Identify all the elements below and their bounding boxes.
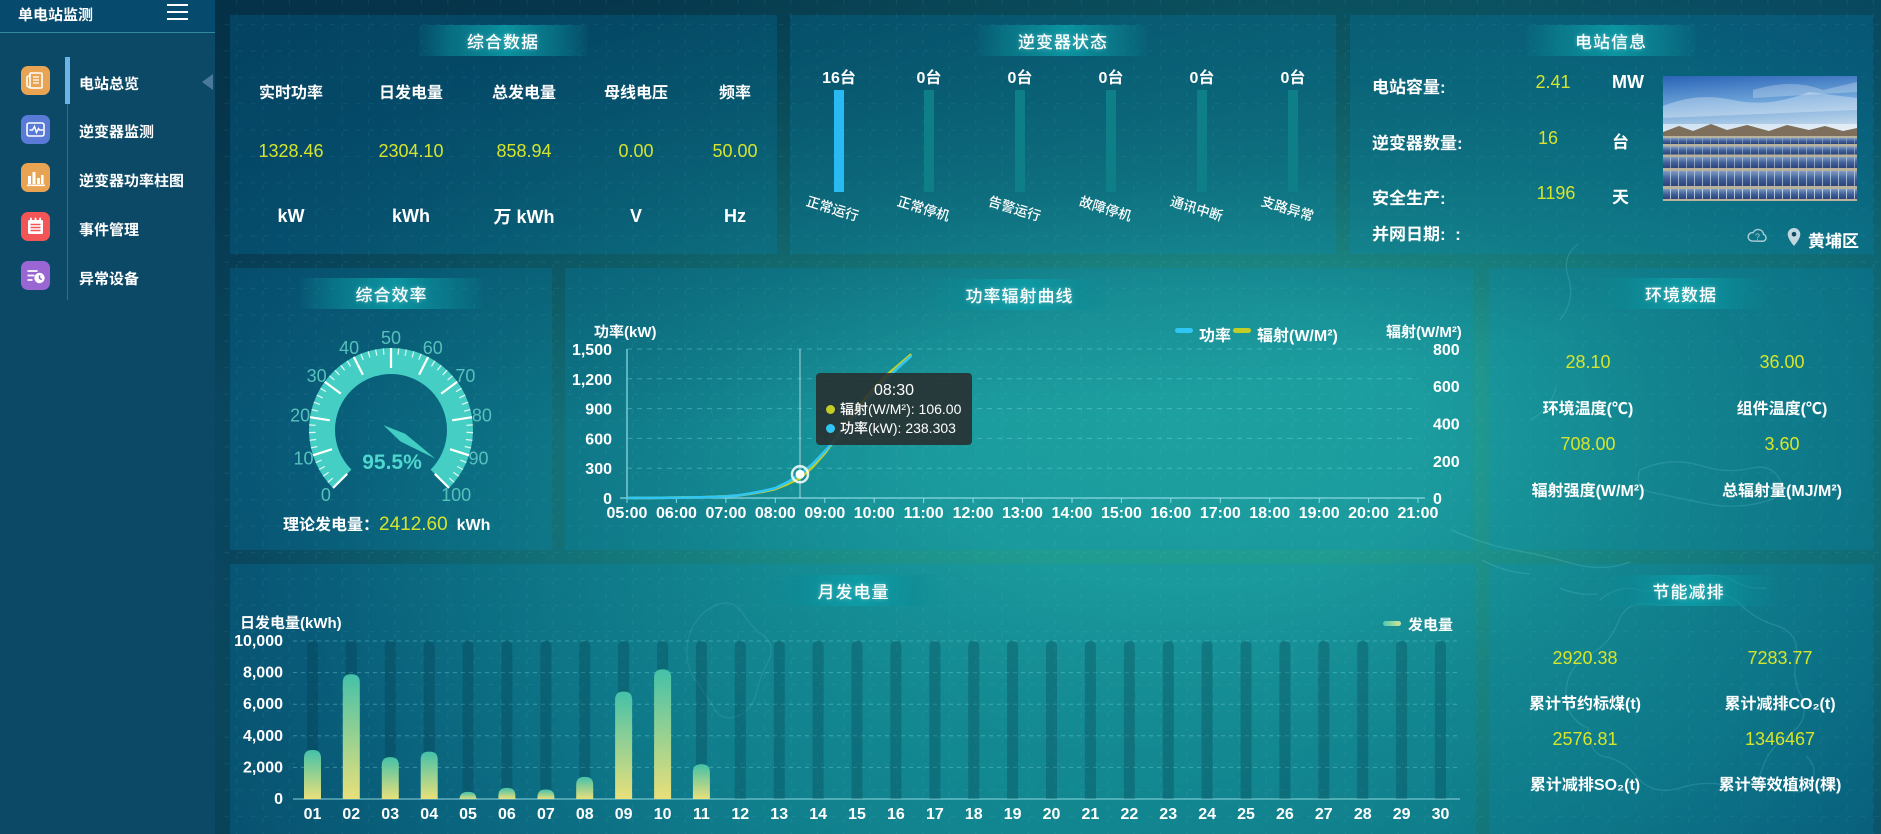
svg-text:09:00: 09:00 [804,505,845,522]
svg-text:17: 17 [926,806,944,823]
svg-text:07:00: 07:00 [705,505,746,522]
svg-text:28: 28 [1354,806,1372,823]
svg-text:40: 40 [339,338,359,358]
svg-text:20: 20 [290,406,310,426]
svg-text:11: 11 [693,806,710,823]
svg-text:1,200: 1,200 [572,372,612,389]
svg-text:23: 23 [1159,806,1177,823]
svg-text:02: 02 [342,806,360,823]
svg-text:27: 27 [1315,806,1333,823]
svg-text:90: 90 [468,448,488,468]
svg-text:14: 14 [809,806,827,823]
svg-text:22: 22 [1121,806,1139,823]
svg-text:6,000: 6,000 [243,696,283,713]
svg-text:4,000: 4,000 [243,728,283,745]
svg-text:0: 0 [1433,491,1442,508]
svg-text:10: 10 [654,806,672,823]
svg-text:0: 0 [274,791,283,808]
svg-text:400: 400 [1433,417,1460,434]
svg-text:30: 30 [1432,806,1450,823]
svg-text:900: 900 [585,402,612,419]
svg-text:0: 0 [321,485,331,505]
svg-text:60: 60 [423,338,443,358]
svg-text:06: 06 [498,806,516,823]
svg-text:0: 0 [603,491,612,508]
svg-text:29: 29 [1393,806,1411,823]
svg-text:18: 18 [965,806,983,823]
svg-text:11:00: 11:00 [904,505,944,522]
svg-text:09: 09 [615,806,633,823]
svg-text:18:00: 18:00 [1249,505,1290,522]
svg-text:04: 04 [420,806,438,823]
svg-text:600: 600 [1433,379,1460,396]
svg-text:12: 12 [731,806,749,823]
svg-text:25: 25 [1237,806,1255,823]
svg-text:03: 03 [381,806,399,823]
svg-text:10:00: 10:00 [854,505,895,522]
svg-text:16:00: 16:00 [1150,505,1191,522]
svg-text:08:00: 08:00 [755,505,796,522]
svg-text:15:00: 15:00 [1101,505,1142,522]
svg-text:20:00: 20:00 [1348,505,1389,522]
svg-text:1,500: 1,500 [572,342,612,359]
svg-text:10,000: 10,000 [234,633,283,650]
svg-text:19:00: 19:00 [1299,505,1340,522]
svg-text:10: 10 [293,448,313,468]
svg-text:21: 21 [1082,806,1100,823]
svg-text:07: 07 [537,806,555,823]
svg-text:600: 600 [585,431,612,448]
svg-text:08: 08 [576,806,594,823]
svg-text:300: 300 [585,461,612,478]
svg-text:13:00: 13:00 [1002,505,1043,522]
svg-text:19: 19 [1004,806,1022,823]
svg-text:2,000: 2,000 [243,759,283,776]
svg-text:17:00: 17:00 [1200,505,1241,522]
svg-text:12:00: 12:00 [953,505,994,522]
svg-text:14:00: 14:00 [1052,505,1093,522]
svg-text:30: 30 [307,366,327,386]
svg-text:50: 50 [381,328,401,348]
svg-text:80: 80 [472,406,492,426]
svg-text:26: 26 [1276,806,1294,823]
svg-text:200: 200 [1433,454,1460,471]
svg-text:800: 800 [1433,342,1460,359]
svg-text:06:00: 06:00 [656,505,697,522]
svg-text:15: 15 [848,806,866,823]
svg-text:21:00: 21:00 [1398,505,1439,522]
svg-text:05: 05 [459,806,477,823]
svg-text:70: 70 [455,366,475,386]
svg-text:8,000: 8,000 [243,665,283,682]
svg-text:01: 01 [304,806,322,823]
svg-text:20: 20 [1043,806,1061,823]
svg-text:16: 16 [887,806,905,823]
svg-text:13: 13 [770,806,788,823]
svg-text:24: 24 [1198,806,1216,823]
svg-text:05:00: 05:00 [607,505,648,522]
svg-text:100: 100 [441,485,471,505]
svg-text:?: ? [1755,232,1760,242]
